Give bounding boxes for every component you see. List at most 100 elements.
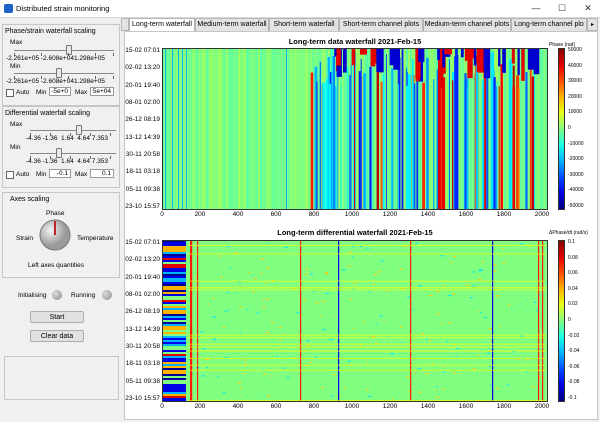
plot1-colorbar xyxy=(558,48,565,210)
y-tick-label: 05-11 09:38 xyxy=(125,185,160,193)
phase-min-slider-thumb[interactable] xyxy=(56,68,62,78)
knob-strain-label: Strain xyxy=(16,235,33,242)
x-tick-label: 200 xyxy=(194,403,206,410)
initialising-label: Initialising xyxy=(18,292,47,299)
x-tick-label: 2000 xyxy=(534,403,550,410)
tab-medium-term-waterfall[interactable]: Medium-term waterfall xyxy=(195,18,269,31)
running-label: Running xyxy=(71,292,96,299)
colorbar-tick-label: -0.06 xyxy=(568,363,580,370)
knob-temperature-label: Temperature xyxy=(77,235,114,242)
tab-long-term-channel-plots[interactable]: Long-term channel plo xyxy=(511,18,587,31)
colorbar-tick-label: -0.04 xyxy=(568,348,580,355)
phase-auto-checkbox[interactable] xyxy=(6,89,14,97)
y-tick-label: 18-11 03:18 xyxy=(125,168,160,176)
diff-auto-label: Auto xyxy=(16,171,30,178)
colorbar-tick-label: -40000 xyxy=(568,187,584,194)
colorbar-tick-label: -0.02 xyxy=(568,332,580,339)
phase-scaling-title: Phase/strain waterfall scaling xyxy=(5,28,96,35)
tab-medium-term-channel-plots[interactable]: Medium-term channel plots xyxy=(423,18,511,31)
colorbar-tick-label: 0 xyxy=(568,317,571,323)
x-tick-label: 600 xyxy=(270,403,282,410)
plot2-colorbar-label: ΔPhase/dt (rad/s) xyxy=(549,230,588,236)
x-tick-label: 1200 xyxy=(382,211,398,218)
phase-max-slider-thumb[interactable] xyxy=(66,45,72,55)
colorbar-tick-label: 0.06 xyxy=(568,270,578,277)
diff-min-slider[interactable] xyxy=(30,153,116,154)
x-tick-label: 1000 xyxy=(344,211,360,218)
axes-quantity-knob[interactable] xyxy=(38,218,72,252)
y-tick-label: 15-02 07:01 xyxy=(125,239,160,246)
tab-scroll-right[interactable]: ▸ xyxy=(587,18,598,31)
diff-max-slider-thumb[interactable] xyxy=(76,125,82,135)
phase-min-label: Min xyxy=(10,63,21,70)
colorbar-tick-label: 0.04 xyxy=(568,285,578,292)
colorbar-tick-label: -0.08 xyxy=(568,379,580,386)
diff-min-field[interactable]: -0.1 xyxy=(49,169,71,178)
diff-max-slider[interactable] xyxy=(30,130,116,131)
x-tick-label: 600 xyxy=(270,211,282,218)
x-tick-label: 2000 xyxy=(534,211,550,218)
colorbar-tick-label: 0.02 xyxy=(568,301,578,308)
plot2-title: Long-term differential waterfall 2021-Fe… xyxy=(277,228,433,237)
running-lamp xyxy=(102,290,112,300)
colorbar-tick-label: 20000 xyxy=(568,93,582,100)
y-tick-label: 20-01 19:40 xyxy=(125,81,160,89)
x-tick-label: 800 xyxy=(308,211,320,218)
colorbar-tick-label: -10000 xyxy=(568,140,584,147)
window-title: Distributed strain monitoring xyxy=(16,4,110,13)
phase-min-field[interactable]: -5e+0 xyxy=(49,87,71,96)
diff-min-label: Min xyxy=(10,144,21,151)
y-tick-label: 23-10 15:57 xyxy=(125,203,160,210)
x-tick-label: 1600 xyxy=(458,403,474,410)
colorbar-tick-label: -20000 xyxy=(568,156,584,163)
phase-max-label: Max xyxy=(10,39,23,46)
phase-max-slider[interactable] xyxy=(14,50,114,51)
minimize-button[interactable]: — xyxy=(531,3,541,13)
tab-short-term-channel-plots[interactable]: Short-term channel plots xyxy=(339,18,423,31)
y-tick-label: 26-12 08:19 xyxy=(125,308,160,316)
y-tick-label: 20-01 19:40 xyxy=(125,273,160,281)
start-button[interactable]: Start xyxy=(30,311,84,323)
plot1-colorbar-label: Phase (rad) xyxy=(549,42,576,48)
phase-max-ticks: -2.261e+05 -2.608e+041.298e+05 xyxy=(6,55,105,62)
plot2-differential-image[interactable] xyxy=(162,240,548,402)
x-tick-label: 1000 xyxy=(344,403,360,410)
x-tick-label: 400 xyxy=(232,211,244,218)
diff-max-field-label: Max xyxy=(75,171,88,178)
close-button[interactable]: ✕ xyxy=(584,3,592,13)
colorbar-tick-label: 0.08 xyxy=(568,254,578,261)
y-tick-label: 02-02 13:20 xyxy=(125,256,160,264)
diff-max-field[interactable]: 0.1 xyxy=(90,169,114,178)
y-tick-label: 18-11 03:18 xyxy=(125,360,160,368)
plot1-title: Long-term data waterfall 2021-Feb-15 xyxy=(288,37,422,46)
colorbar-tick-label: 30000 xyxy=(568,78,582,85)
y-tick-label: 05-11 09:38 xyxy=(125,377,160,385)
diff-min-slider-thumb[interactable] xyxy=(56,148,62,158)
x-tick-label: 1400 xyxy=(420,211,436,218)
diff-scaling-title: Differential waterfall scaling xyxy=(5,110,91,117)
tab-scroll-left[interactable] xyxy=(121,18,129,31)
tab-long-term-waterfall[interactable]: Long-term waterfall xyxy=(129,18,195,32)
x-tick-label: 1800 xyxy=(496,211,512,218)
title-bar xyxy=(0,0,600,18)
y-tick-label: 30-11 20:58 xyxy=(125,343,160,350)
tab-short-term-waterfall[interactable]: Short-term waterfall xyxy=(269,18,339,31)
x-tick-label: 1600 xyxy=(458,211,474,218)
y-tick-label: 13-12 14:39 xyxy=(125,133,160,141)
x-tick-label: 800 xyxy=(308,403,320,410)
x-tick-label: 1400 xyxy=(420,403,436,410)
diff-max-label: Max xyxy=(10,121,23,128)
colorbar-tick-label: -0.1 xyxy=(568,395,577,401)
phase-max-field[interactable]: 5e+04 xyxy=(90,87,114,96)
phase-min-slider[interactable] xyxy=(14,73,114,74)
colorbar-tick-label: 50000 xyxy=(568,47,582,53)
y-tick-label: 26-12 08:19 xyxy=(125,116,160,124)
plot1-waterfall-image[interactable] xyxy=(162,48,548,210)
x-tick-label: 0 xyxy=(160,211,164,218)
diff-max-ticks: -4.36 -1.36 1.64 4.64 7.353 xyxy=(26,135,109,142)
y-tick-label: 23-10 15:57 xyxy=(125,395,160,402)
diff-auto-checkbox[interactable] xyxy=(6,171,14,179)
maximize-button[interactable]: ☐ xyxy=(557,3,567,13)
clear-data-button[interactable]: Clear data xyxy=(30,330,84,342)
diff-min-field-label: Min xyxy=(36,171,47,178)
